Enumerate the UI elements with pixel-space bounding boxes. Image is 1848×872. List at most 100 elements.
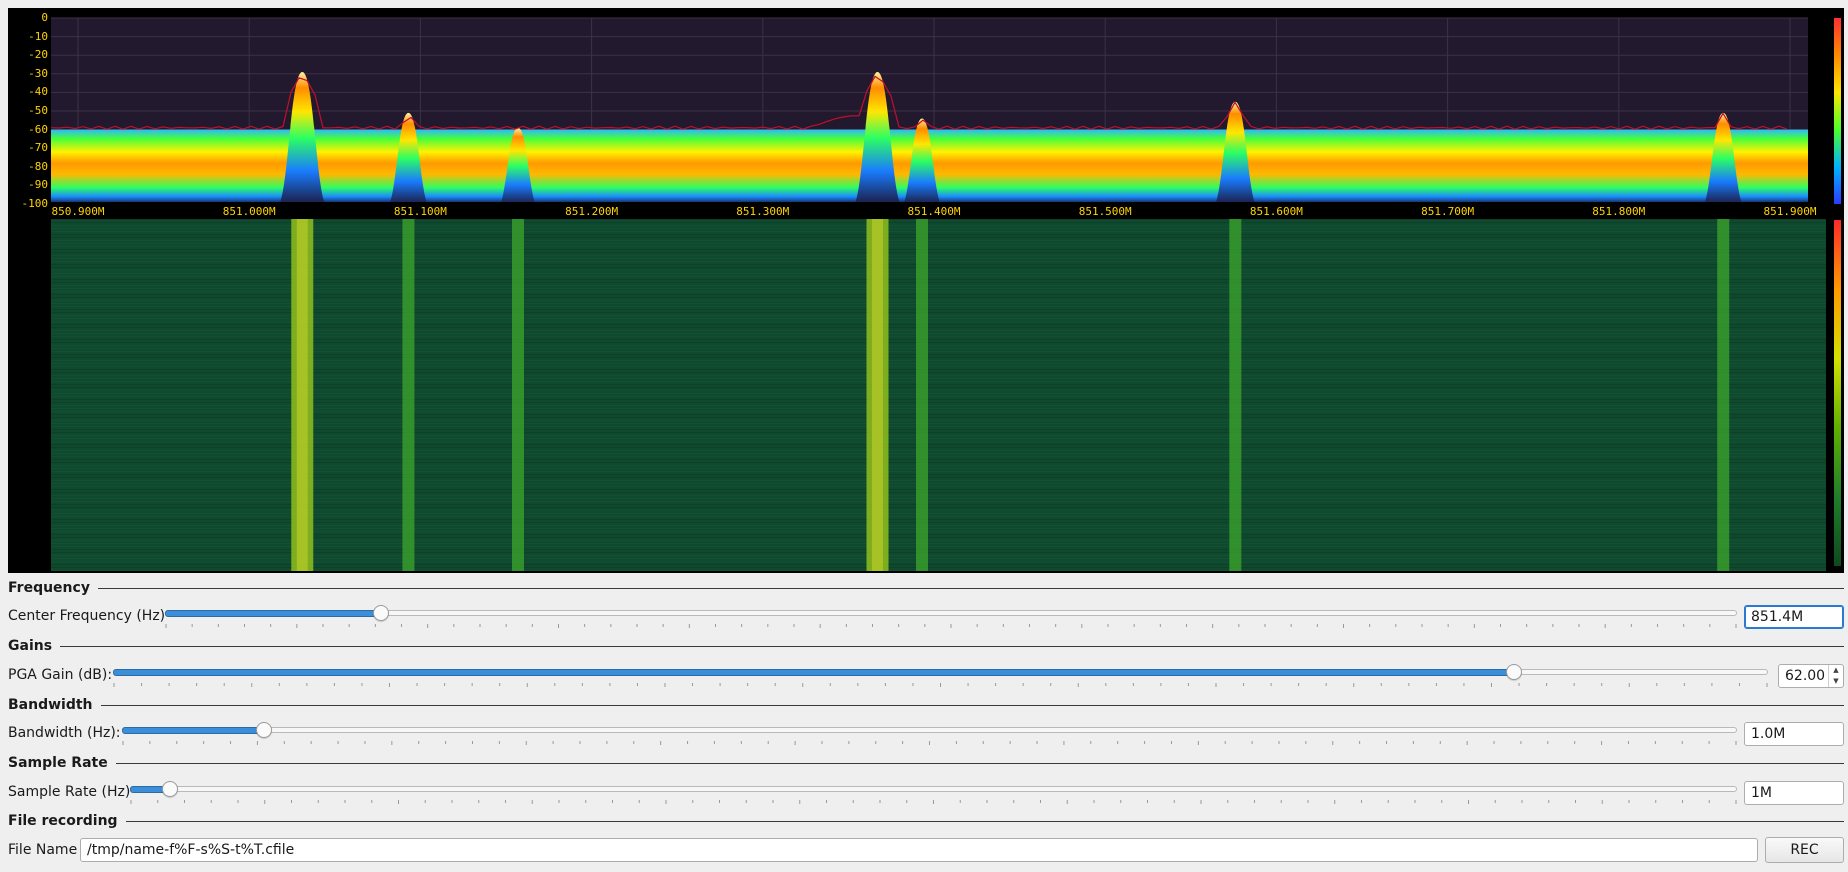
- x-tick-label: 851.300M: [736, 205, 790, 218]
- waterfall-row: [51, 531, 1826, 532]
- signal-peak: [904, 118, 940, 202]
- waterfall-row: [51, 390, 1826, 391]
- bandwidth-group-title: Bandwidth: [8, 697, 93, 713]
- waterfall-plot[interactable]: [51, 219, 1826, 571]
- waterfall-row: [51, 219, 1826, 220]
- waterfall-row: [51, 357, 1826, 358]
- x-tick-label: 851.400M: [907, 205, 961, 218]
- waterfall-row: [51, 282, 1826, 283]
- waterfall-row: [51, 555, 1826, 556]
- pga-gain-spinbox[interactable]: 62.00 ▲ ▼: [1778, 664, 1844, 688]
- y-tick-label: -60: [28, 122, 48, 136]
- gains-divider: [60, 645, 1844, 647]
- sample-rate-slider[interactable]: [130, 780, 1737, 804]
- waterfall-row: [51, 252, 1826, 253]
- fft-plot-svg: [51, 17, 1808, 202]
- waterfall-row: [51, 423, 1826, 424]
- center-frequency-slider[interactable]: [165, 604, 1737, 628]
- waterfall-row: [51, 279, 1826, 280]
- waterfall-row: [51, 522, 1826, 523]
- slider-track[interactable]: [130, 786, 1737, 792]
- y-tick-label: 0: [41, 11, 48, 24]
- waterfall-row: [51, 498, 1826, 499]
- waterfall-row: [51, 417, 1826, 418]
- waterfall-row: [51, 489, 1826, 490]
- waterfall-signal-column: [1717, 219, 1730, 571]
- waterfall-row: [51, 534, 1826, 535]
- waterfall-row: [51, 315, 1826, 316]
- rec-button[interactable]: REC: [1765, 837, 1844, 863]
- waterfall-row: [51, 504, 1826, 505]
- slider-track[interactable]: [122, 727, 1737, 733]
- waterfall-row: [51, 231, 1826, 232]
- waterfall-row: [51, 537, 1826, 538]
- waterfall-row: [51, 546, 1826, 547]
- waterfall-row: [51, 312, 1826, 313]
- waterfall-row: [51, 396, 1826, 397]
- waterfall-row: [51, 426, 1826, 427]
- spectrum-analyzer-panel[interactable]: 0 -10 -20 -30 -40 -50 -60 -70 -80 -90 -100 850.900…: [8, 8, 1844, 573]
- waterfall-row: [51, 507, 1826, 508]
- waterfall-signal-column: [916, 219, 929, 571]
- waterfall-colorbar: [1834, 220, 1841, 566]
- waterfall-row: [51, 393, 1826, 394]
- waterfall-row: [51, 471, 1826, 472]
- slider-track[interactable]: [165, 610, 1737, 616]
- bandwidth-group-header: Bandwidth: [8, 697, 1844, 713]
- waterfall-signal-column: [511, 219, 524, 571]
- file-name-field[interactable]: /tmp/name-f%F-s%S-t%T.cfile: [80, 838, 1758, 862]
- waterfall-row: [51, 495, 1826, 496]
- frequency-divider: [97, 587, 1844, 589]
- waterfall-row: [51, 342, 1826, 343]
- waterfall-row: [51, 255, 1826, 256]
- waterfall-row: [51, 366, 1826, 367]
- spin-up-icon[interactable]: ▲: [1833, 666, 1839, 674]
- waterfall-row: [51, 354, 1826, 355]
- slider-handle[interactable]: [255, 722, 272, 738]
- waterfall-row: [51, 438, 1826, 439]
- frequency-group-title: Frequency: [8, 580, 90, 596]
- waterfall-row: [51, 486, 1826, 487]
- waterfall-row: [51, 348, 1826, 349]
- bandwidth-slider[interactable]: [122, 721, 1737, 745]
- gains-group-title: Gains: [8, 638, 53, 654]
- waterfall-row: [51, 336, 1826, 337]
- y-tick-label: -70: [28, 141, 48, 155]
- waterfall-row: [51, 480, 1826, 481]
- waterfall-row: [51, 378, 1826, 379]
- slider-handle[interactable]: [161, 781, 178, 797]
- spin-arrows[interactable]: ▲ ▼: [1828, 665, 1843, 687]
- waterfall-row: [51, 327, 1826, 328]
- y-tick-label: -90: [28, 178, 48, 192]
- y-tick-label: -50: [28, 104, 48, 117]
- waterfall-row: [51, 384, 1826, 385]
- slider-ticks: [113, 683, 1768, 687]
- x-tick-label: 851.000M: [222, 205, 276, 218]
- slider-handle[interactable]: [373, 605, 390, 621]
- waterfall-row: [51, 222, 1826, 223]
- signal-peak: [1216, 101, 1255, 202]
- center-frequency-field[interactable]: 851.4M: [1744, 605, 1844, 629]
- waterfall-row: [51, 273, 1826, 274]
- pga-gain-slider[interactable]: [113, 663, 1768, 687]
- waterfall-row: [51, 234, 1826, 235]
- waterfall-row: [51, 462, 1826, 463]
- slider-fill: [122, 727, 265, 734]
- signal-peak: [1704, 112, 1742, 202]
- waterfall-row: [51, 243, 1826, 244]
- y-tick-label: -30: [28, 66, 48, 80]
- spin-down-icon[interactable]: ▼: [1833, 677, 1839, 685]
- fft-plot[interactable]: [51, 8, 1826, 202]
- slider-handle[interactable]: [1506, 664, 1523, 680]
- x-tick-label: 851.800M: [1592, 205, 1646, 218]
- waterfall-row: [51, 303, 1826, 304]
- slider-ticks: [122, 741, 1737, 745]
- bandwidth-label: Bandwidth (Hz):: [8, 725, 121, 741]
- waterfall-row: [51, 261, 1826, 262]
- waterfall-row: [51, 339, 1826, 340]
- sample-rate-label: Sample Rate (Hz): [8, 784, 131, 800]
- bandwidth-field[interactable]: 1.0M: [1744, 722, 1844, 746]
- sample-rate-field[interactable]: 1M: [1744, 781, 1844, 805]
- waterfall-row: [51, 249, 1826, 250]
- waterfall-row: [51, 564, 1826, 565]
